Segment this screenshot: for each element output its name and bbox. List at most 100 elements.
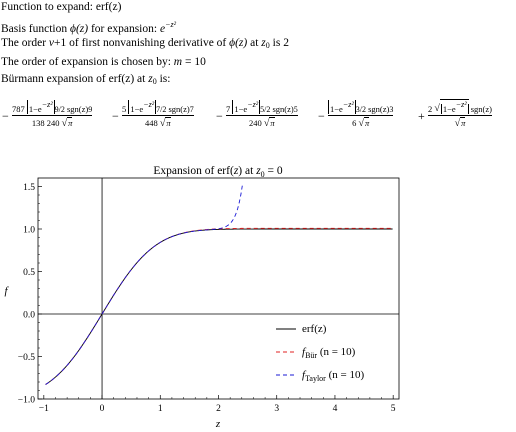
term-5-numerator: 2 √ 1−e−z² sgn(z) — [428, 99, 492, 114]
term-2-bar — [122, 115, 194, 116]
plot-frame — [37, 177, 400, 400]
expansion-order-label: The order of expansion is chosen by: — [1, 56, 174, 68]
order-label-b: +1 of first nonvanishing derivative of — [54, 37, 230, 49]
burmann-line: Bürmann expansion of erf(z) at z0 is: — [1, 72, 170, 89]
term-1-abs-inner: 1−e — [28, 104, 42, 114]
order-value: is 2 — [269, 37, 289, 49]
term-3-abs: 1−e−z² — [232, 100, 261, 114]
x-axis-label: z — [215, 418, 221, 430]
expansion-order-line: The order of expansion is chosen by: m =… — [1, 55, 206, 69]
order-label-c: at — [247, 37, 262, 49]
term-1-abs: 1−e−z² — [26, 100, 55, 114]
basis-value: e — [159, 23, 166, 35]
term-5-coef: 2 — [428, 104, 433, 114]
term-4-bar — [328, 115, 394, 116]
series-line-3 — [45, 185, 243, 385]
term-2-power: 7/2 — [156, 105, 167, 114]
order-nu: ν — [48, 37, 55, 49]
term-2-abs: 1−e−z² — [128, 100, 157, 114]
order-label-a: The order — [1, 37, 49, 49]
term-3-abs-inner: 1−e — [234, 104, 248, 114]
term-4-pi: π — [363, 117, 370, 128]
basis-line: Basis function ϕ(z) for expansion: e−z² — [1, 18, 176, 36]
basis-label: Basis function — [1, 23, 70, 35]
basis-exponent: −z² — [165, 20, 176, 29]
term-2-numerator: 5 1−e−z² 7/2 sgn(z) 7 — [122, 90, 194, 115]
expansion-chart: Expansion of erf(z) at z0 = 0 −1 0 1 2 3 4 5−1… — [4, 165, 400, 430]
term-4-abs: 1−e−z² — [328, 100, 356, 114]
term-3-odd: 5 — [293, 105, 298, 114]
x-tick-label: 2 — [216, 404, 221, 414]
term-1-numerator: 787 1−e−z² 9/2 sgn(z) 9 — [12, 90, 92, 115]
term-2-den-coef: 448 — [145, 118, 158, 128]
term-3-sign: − — [318, 109, 325, 123]
term-4-odd: 3 — [389, 105, 394, 114]
basis-phi: ϕ(z) — [70, 23, 89, 35]
term-1-coef: 787 — [12, 104, 25, 114]
order-z0: z — [261, 37, 266, 49]
y-tick-label: 0.0 — [23, 311, 35, 321]
term-3-coef: 7 — [226, 104, 231, 114]
order-line: The order ν+1 of first nonvanishing deri… — [1, 36, 289, 53]
term-3-pi: π — [269, 117, 275, 128]
basis-mid: for expansion: — [88, 23, 160, 35]
chart-legend: erf(z) fBür (n = 10) fTaylor (n = 10) — [276, 323, 364, 383]
term-1-denominator: 138 240 √π — [31, 117, 73, 129]
axes-layer: −1 0 1 2 3 4 5 −1.0 −0.5 0.0 0.5 1.0 1.5 — [18, 178, 399, 414]
term-4-denominator: 6 √π — [352, 117, 370, 129]
term-5-abs-inner: 1−e — [442, 104, 456, 114]
x-tick-label: −1 — [39, 404, 49, 414]
term-1-abs-exp: −z² — [41, 100, 53, 109]
term-1-sgn: sgn(z) — [66, 104, 89, 114]
function-line: Function to expand: erf(z) — [1, 0, 121, 14]
y-tick-label: 1.5 — [23, 183, 35, 193]
burmann-tail: is: — [156, 73, 171, 85]
term-2-odd: 7 — [189, 105, 194, 114]
term-2-abs-inner: 1−e — [130, 104, 144, 114]
y-tick-label: 1.0 — [23, 226, 35, 236]
term-1-sign: − — [112, 109, 119, 123]
term-4-numerator: 1−e−z² 3/2 sgn(z) 3 — [328, 90, 393, 115]
term-5-abs-exp: −z² — [455, 100, 467, 109]
formula-lead-sign: − — [2, 109, 9, 123]
term-5-abs: 1−e−z² — [440, 100, 469, 114]
expansion-order-m: m — [173, 56, 183, 68]
x-tick-label: 0 — [100, 404, 105, 414]
order-z0-sub: 0 — [265, 41, 270, 50]
formula-term-2: 5 1−e−z² 7/2 sgn(z) 7 448 √π — [122, 90, 194, 129]
term-5-sgn: sgn(z) — [470, 104, 492, 114]
x-tick-label: 5 — [391, 404, 396, 414]
term-4-power: 3/2 — [355, 105, 366, 114]
y-tick-label: 0.5 — [23, 268, 35, 278]
legend-label: erf(z) — [302, 323, 327, 335]
formula-term-4: 1−e−z² 3/2 sgn(z) 3 6 √π — [328, 90, 394, 129]
series-layer — [45, 185, 393, 385]
series-line-2 — [45, 227, 393, 385]
function-label: Function to expand: — [1, 1, 96, 13]
x-tick-label: 1 — [158, 404, 163, 414]
term-3-abs-exp: −z² — [247, 100, 259, 109]
term-4-sgn: sgn(z) — [368, 104, 390, 114]
term-3-sgn: sgn(z) — [272, 104, 294, 114]
burmann-z0-sub: 0 — [152, 77, 157, 86]
x-tick-label: 3 — [274, 404, 279, 414]
term-1-bar — [12, 115, 93, 116]
burmann-formula: − 787 1−e−z² 9/2 sgn(z) 9 138 240 √π − 5 1… — [0, 90, 516, 150]
term-1-den-coef: 138 240 — [31, 118, 60, 128]
term-2-denominator: 448 √π — [145, 117, 171, 129]
series-line-1 — [45, 228, 393, 385]
legend-label: fBür (n = 10) — [302, 346, 356, 360]
term-4-abs-inner: 1−e — [330, 104, 343, 114]
burmann-label: Bürmann expansion of erf(z) at — [1, 73, 149, 85]
expansion-order-value: = 10 — [182, 56, 206, 68]
term-2-pi: π — [165, 117, 171, 128]
order-phi: ϕ(z) — [229, 37, 248, 49]
term-4-den-coef: 6 — [352, 118, 357, 128]
x-tick-label: 4 — [333, 404, 338, 414]
formula-term-3: 7 1−e−z² 5/2 sgn(z) 5 240 √π — [226, 90, 298, 129]
term-3-denominator: 240 √π — [249, 117, 275, 129]
term-2-coef: 5 — [122, 104, 127, 114]
function-value: erf(z) — [95, 1, 122, 13]
term-1-odd: 9 — [88, 105, 93, 114]
legend-label: fTaylor (n = 10) — [302, 369, 364, 383]
